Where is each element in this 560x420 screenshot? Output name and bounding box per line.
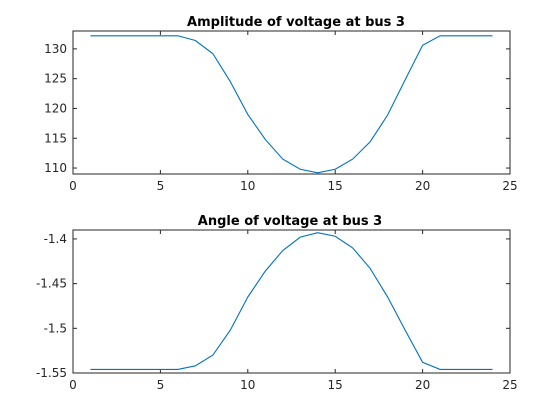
amplitude-y-tick-label: 115 [44, 131, 67, 145]
angle-plot: Angle of voltage at bus 3 0 5 10 15 20 25 -1.5… [36, 214, 518, 392]
angle-x-tick-label: 0 [69, 378, 77, 392]
amplitude-y-tick-label: 125 [44, 72, 67, 86]
amplitude-x-tick-label: 0 [69, 179, 77, 193]
amplitude-x-tick-label: 15 [328, 179, 343, 193]
angle-x-tick-label: 25 [502, 378, 517, 392]
angle-y-tick-label: -1.5 [44, 321, 67, 335]
angle-x-tick-label: 5 [157, 378, 165, 392]
amplitude-x-tick-label: 5 [157, 179, 165, 193]
amplitude-plot-title: Amplitude of voltage at bus 3 [187, 15, 405, 30]
angle-plot-title: Angle of voltage at bus 3 [198, 214, 382, 229]
amplitude-x-tick-label: 10 [240, 179, 255, 193]
amplitude-axes [72, 30, 511, 175]
amplitude-series-line [90, 35, 493, 174]
amplitude-plot: Amplitude of voltage at bus 3 0 5 10 15 20 25… [44, 15, 518, 193]
amplitude-x-tick-label: 20 [415, 179, 430, 193]
amplitude-y-tick-label: 130 [44, 42, 67, 56]
angle-axes [72, 229, 511, 374]
angle-y-tick-label: -1.45 [36, 277, 67, 291]
amplitude-y-tick-label: 120 [44, 101, 67, 115]
angle-y-tick-label: -1.55 [36, 366, 67, 380]
angle-x-tick-label: 20 [415, 378, 430, 392]
amplitude-y-tick-label: 110 [44, 161, 67, 175]
amplitude-x-tick-label: 25 [502, 179, 517, 193]
angle-x-tick-label: 10 [240, 378, 255, 392]
angle-x-tick-label: 15 [328, 378, 343, 392]
angle-series-line [90, 232, 493, 370]
angle-y-tick-label: -1.4 [44, 232, 67, 246]
